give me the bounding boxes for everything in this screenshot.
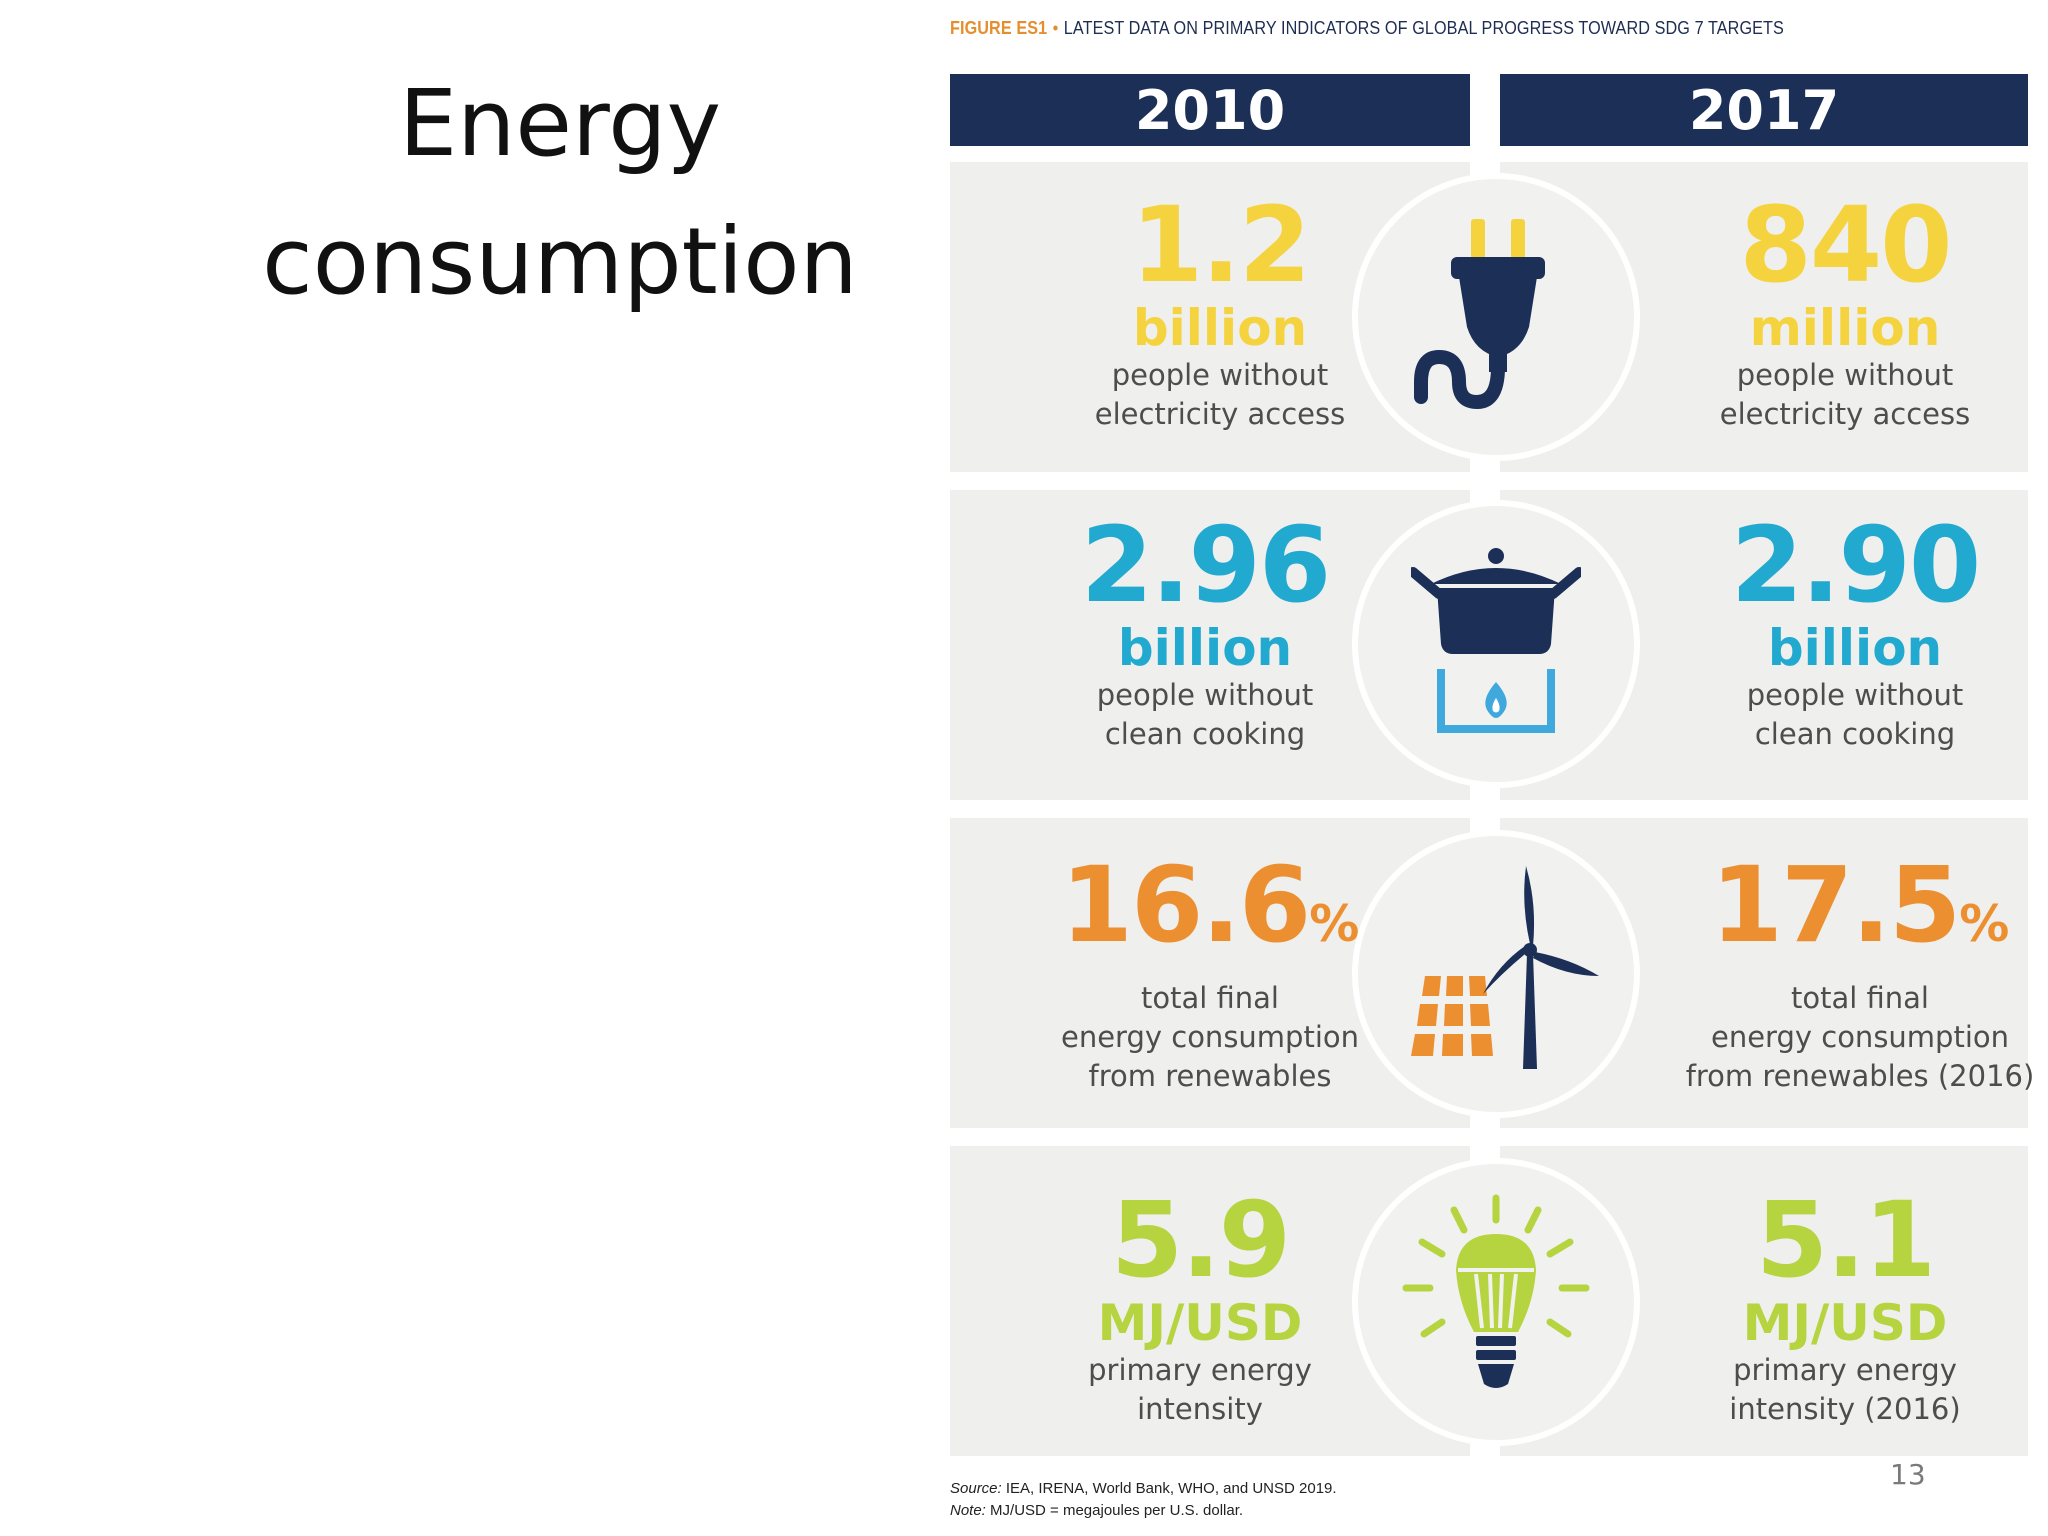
metric-unit: billion: [1117, 619, 1293, 677]
light-bulb-icon: [1352, 1158, 1640, 1446]
metric-value: 17.5%: [1710, 844, 2010, 966]
metric-value: 840: [1739, 184, 1952, 306]
metric-description: people without clean cooking: [1096, 678, 1314, 751]
metric-cooking-2017: 2.90 billion people without clean cookin…: [1640, 510, 2048, 754]
slide-title-line-1: Energy: [398, 70, 722, 177]
metric-value: 16.6%: [1060, 844, 1360, 966]
metric-intensity-2017: 5.1 MJ/USD primary energy intensity (201…: [1630, 1185, 2048, 1429]
metric-value: 1.2: [1130, 184, 1311, 306]
metric-description: people without electricity access: [1094, 358, 1346, 431]
slide-page-number: 13: [1890, 1458, 1926, 1491]
metric-unit: million: [1749, 299, 1941, 357]
light-bulb-graphic: [1402, 1194, 1590, 1388]
cooking-pot-stove-icon: [1352, 500, 1640, 788]
note-line: Note: MJ/USD = megajoules per U.S. dolla…: [950, 1502, 1244, 1519]
metric-description: primary energy intensity (2016): [1729, 1353, 1961, 1426]
metric-cooking-2010: 2.96 billion people without clean cookin…: [995, 510, 1415, 754]
cooking-pot-stove-graphic: [1411, 548, 1581, 733]
metric-renewables-2010: 16.6% total final energy consumption fro…: [995, 850, 1425, 1096]
metric-unit: MJ/USD: [1742, 1294, 1948, 1352]
metric-value: 5.1: [1755, 1179, 1936, 1301]
sdg7-infographic: FIGURE ES1 • LATEST DATA ON PRIMARY INDICA…: [950, 0, 2034, 1536]
year-header-2017: 2017: [1500, 74, 2028, 146]
metric-description: total final energy consumption from rene…: [1060, 981, 1360, 1093]
metric-electricity-2010: 1.2 billion people without electricity a…: [1010, 190, 1430, 434]
metric-unit: billion: [1767, 619, 1943, 677]
solar-wind-graphic: [1411, 866, 1599, 1069]
metric-intensity-2010: 5.9 MJ/USD primary energy intensity: [990, 1185, 1410, 1429]
solar-panel-wind-turbine-icon: [1352, 830, 1640, 1118]
slide-title: Energy consumption: [180, 55, 940, 331]
metric-description: people without clean cooking: [1746, 678, 1964, 751]
metric-electricity-2017: 840 million people without electricity a…: [1630, 190, 2048, 434]
figure-title: LATEST DATA ON PRIMARY INDICATORS OF GLO…: [1063, 18, 1784, 38]
metric-value: 5.9: [1110, 1179, 1291, 1301]
electric-plug-graphic: [1414, 219, 1545, 410]
year-header-2010: 2010: [950, 74, 1470, 146]
metric-value: 2.90: [1730, 504, 1982, 626]
electric-plug-icon: [1352, 173, 1640, 461]
metric-unit: MJ/USD: [1097, 1294, 1303, 1352]
figure-label: FIGURE ES1: [950, 18, 1048, 38]
figure-caption: FIGURE ES1 • LATEST DATA ON PRIMARY INDICA…: [950, 18, 1784, 39]
metric-unit: billion: [1132, 299, 1308, 357]
metric-value: 2.96: [1080, 504, 1332, 626]
figure-source-note: Source: IEA, IRENA, World Bank, WHO, and…: [950, 1478, 1337, 1522]
slide-title-line-2: consumption: [262, 208, 858, 315]
metric-renewables-2017: 17.5% total final energy consumption fro…: [1640, 850, 2048, 1096]
source-line: Source: IEA, IRENA, World Bank, WHO, and…: [950, 1480, 1337, 1497]
metric-description: total final energy consumption from rene…: [1685, 981, 2035, 1093]
metric-description: primary energy intensity: [1088, 1353, 1312, 1426]
figure-caption-separator: •: [1052, 18, 1059, 38]
metric-description: people without electricity access: [1719, 358, 1971, 431]
